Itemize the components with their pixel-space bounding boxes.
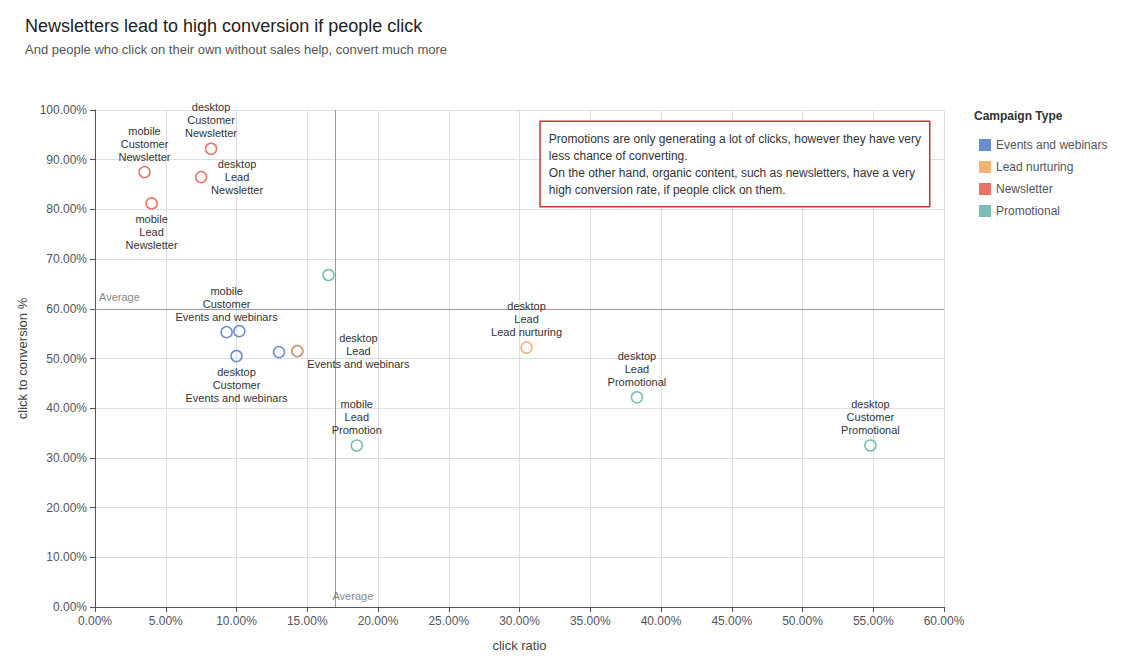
svg-text:60.00%: 60.00% bbox=[46, 302, 87, 316]
svg-text:Customer: Customer bbox=[847, 411, 895, 423]
svg-text:Average: Average bbox=[332, 590, 373, 602]
svg-text:90.00%: 90.00% bbox=[46, 153, 87, 167]
svg-text:50.00%: 50.00% bbox=[782, 614, 823, 628]
svg-text:Customer: Customer bbox=[203, 298, 251, 310]
svg-text:high conversion rate, if peopl: high conversion rate, if people click on… bbox=[549, 183, 786, 197]
svg-text:40.00%: 40.00% bbox=[46, 401, 87, 415]
svg-text:Promotional: Promotional bbox=[841, 424, 900, 436]
svg-text:Lead: Lead bbox=[345, 411, 369, 423]
svg-text:25.00%: 25.00% bbox=[428, 614, 469, 628]
svg-text:Lead: Lead bbox=[225, 171, 249, 183]
svg-text:And people who click on their: And people who click on their own withou… bbox=[25, 42, 447, 57]
svg-text:Promotion: Promotion bbox=[332, 424, 382, 436]
svg-text:Lead: Lead bbox=[514, 313, 538, 325]
svg-text:5.00%: 5.00% bbox=[149, 614, 183, 628]
svg-text:Customer: Customer bbox=[213, 379, 261, 391]
svg-text:click ratio: click ratio bbox=[492, 638, 546, 653]
svg-text:Newsletter: Newsletter bbox=[126, 239, 178, 251]
svg-text:50.00%: 50.00% bbox=[46, 352, 87, 366]
svg-text:40.00%: 40.00% bbox=[641, 614, 682, 628]
svg-text:0.00%: 0.00% bbox=[78, 614, 112, 628]
svg-text:Lead nurturing: Lead nurturing bbox=[996, 160, 1073, 174]
svg-text:Newsletter: Newsletter bbox=[185, 127, 237, 139]
svg-text:Campaign Type: Campaign Type bbox=[974, 109, 1063, 123]
svg-text:20.00%: 20.00% bbox=[358, 614, 399, 628]
svg-text:Events and webinars: Events and webinars bbox=[176, 311, 279, 323]
svg-text:mobile: mobile bbox=[135, 213, 167, 225]
svg-text:10.00%: 10.00% bbox=[216, 614, 257, 628]
svg-text:mobile: mobile bbox=[210, 285, 242, 297]
svg-text:Customer: Customer bbox=[121, 138, 169, 150]
svg-text:20.00%: 20.00% bbox=[46, 501, 87, 515]
svg-text:100.00%: 100.00% bbox=[40, 103, 88, 117]
svg-text:Newsletter: Newsletter bbox=[996, 182, 1053, 196]
svg-text:60.00%: 60.00% bbox=[924, 614, 965, 628]
svg-text:mobile: mobile bbox=[341, 398, 373, 410]
svg-text:Events and webinars: Events and webinars bbox=[185, 392, 288, 404]
svg-text:0.00%: 0.00% bbox=[53, 600, 87, 614]
svg-text:desktop: desktop bbox=[618, 350, 657, 362]
svg-text:15.00%: 15.00% bbox=[287, 614, 328, 628]
svg-text:Newsletter: Newsletter bbox=[211, 184, 263, 196]
svg-text:Newsletter: Newsletter bbox=[119, 151, 171, 163]
svg-text:Customer: Customer bbox=[187, 114, 235, 126]
svg-text:Lead: Lead bbox=[625, 363, 649, 375]
svg-text:mobile: mobile bbox=[128, 125, 160, 137]
svg-text:Lead nurturing: Lead nurturing bbox=[491, 326, 562, 338]
svg-text:70.00%: 70.00% bbox=[46, 252, 87, 266]
svg-text:Events and webinars: Events and webinars bbox=[307, 358, 410, 370]
svg-text:desktop: desktop bbox=[217, 366, 256, 378]
svg-text:80.00%: 80.00% bbox=[46, 202, 87, 216]
svg-text:desktop: desktop bbox=[507, 300, 546, 312]
svg-text:Average: Average bbox=[99, 291, 140, 303]
svg-text:Newsletters lead to high conve: Newsletters lead to high conversion if p… bbox=[25, 16, 423, 36]
svg-text:10.00%: 10.00% bbox=[46, 550, 87, 564]
svg-text:55.00%: 55.00% bbox=[853, 614, 894, 628]
svg-text:30.00%: 30.00% bbox=[46, 451, 87, 465]
svg-text:Lead: Lead bbox=[346, 345, 370, 357]
svg-text:Promotional: Promotional bbox=[996, 204, 1060, 218]
svg-text:35.00%: 35.00% bbox=[570, 614, 611, 628]
svg-text:less chance of converting.: less chance of converting. bbox=[549, 149, 688, 163]
svg-text:Promotional: Promotional bbox=[608, 376, 667, 388]
svg-text:click to conversion %: click to conversion % bbox=[15, 297, 30, 419]
svg-text:desktop: desktop bbox=[218, 158, 257, 170]
svg-text:30.00%: 30.00% bbox=[499, 614, 540, 628]
svg-text:desktop: desktop bbox=[339, 332, 378, 344]
svg-text:On the other hand, organic con: On the other hand, organic content, such… bbox=[549, 166, 915, 180]
svg-text:desktop: desktop bbox=[192, 101, 231, 113]
svg-text:Lead: Lead bbox=[139, 226, 163, 238]
svg-text:desktop: desktop bbox=[851, 398, 890, 410]
svg-text:Events and webinars: Events and webinars bbox=[996, 138, 1107, 152]
svg-text:45.00%: 45.00% bbox=[711, 614, 752, 628]
svg-text:Promotions are only generating: Promotions are only generating a lot of … bbox=[549, 132, 921, 146]
